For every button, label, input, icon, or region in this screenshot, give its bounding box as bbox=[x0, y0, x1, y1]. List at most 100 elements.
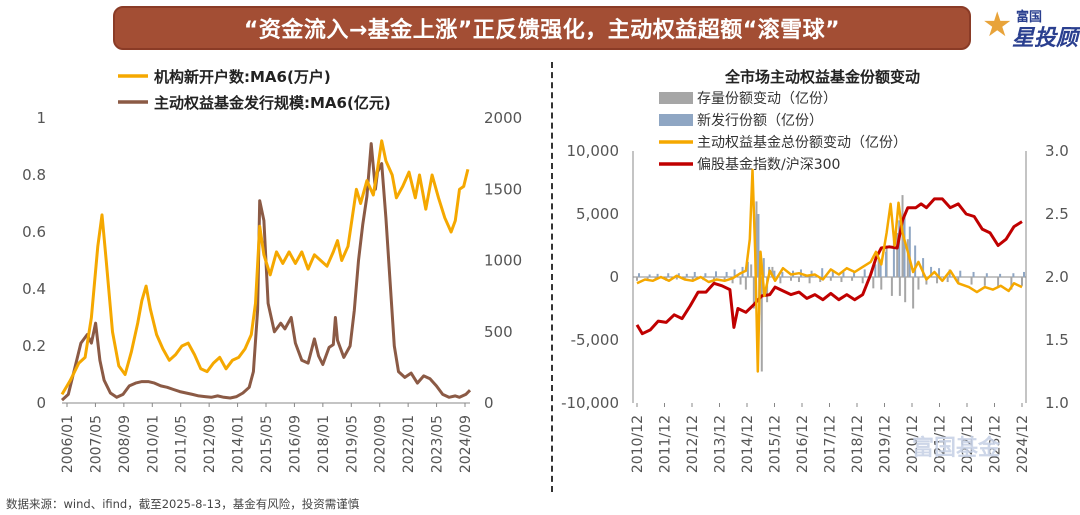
bar-new bbox=[638, 273, 640, 277]
series-line-accounts bbox=[60, 139, 470, 396]
bar-stock bbox=[997, 277, 1000, 288]
bar-stock bbox=[983, 277, 986, 286]
x-tick-label: 2020/09 bbox=[373, 415, 389, 473]
title-banner: “资金流入→基金上涨”正反馈强化，主动权益超额“滚雪球” bbox=[113, 6, 971, 50]
legend-label-stock: 存量份额变动（亿份） bbox=[697, 91, 837, 107]
bar-stock bbox=[912, 277, 915, 309]
bar-new bbox=[874, 264, 877, 277]
bar-new bbox=[972, 271, 975, 277]
bar-stock bbox=[750, 264, 753, 277]
bar-stock bbox=[819, 277, 822, 283]
bar-new bbox=[704, 273, 707, 277]
bar-new bbox=[879, 261, 882, 277]
right-y-tick: 1.5 bbox=[1045, 331, 1069, 349]
bar-new bbox=[762, 258, 765, 277]
right-y-tick: 1.0 bbox=[1045, 394, 1069, 412]
brand-logo: ★ 富国 星投顾 bbox=[982, 4, 1079, 51]
bar-new bbox=[831, 270, 834, 277]
bar-stock bbox=[840, 277, 843, 283]
bar-new bbox=[757, 214, 760, 277]
x-tick-label: 2024/12 bbox=[1015, 415, 1031, 473]
bar-new bbox=[648, 274, 651, 277]
series-line-issuance bbox=[60, 142, 472, 402]
x-tick-label: 2010/01 bbox=[145, 415, 161, 473]
bar-stock bbox=[970, 277, 973, 285]
bar-new bbox=[821, 268, 824, 277]
bar-new bbox=[1012, 273, 1015, 277]
right-y-tick: 1000 bbox=[484, 252, 522, 270]
bar-new bbox=[853, 270, 856, 277]
bar-new bbox=[656, 273, 659, 277]
bar-stock bbox=[691, 277, 694, 281]
x-tick-label: 2010/12 bbox=[630, 415, 646, 473]
x-tick-label: 2023/12 bbox=[988, 415, 1004, 473]
bar-stock bbox=[851, 277, 854, 281]
bar-new bbox=[930, 266, 933, 277]
bar-stock bbox=[1010, 277, 1013, 290]
x-tick-label: 2006/01 bbox=[60, 415, 76, 473]
bar-new bbox=[959, 270, 962, 277]
bar-stock bbox=[779, 277, 782, 284]
bar-new bbox=[773, 270, 776, 277]
chart-divider bbox=[551, 62, 553, 492]
left-y-tick: 0 bbox=[609, 268, 619, 286]
x-tick-label: 2017/12 bbox=[823, 415, 839, 473]
x-tick-label: 2016/09 bbox=[287, 415, 303, 473]
bar-new bbox=[903, 214, 906, 277]
x-tick-label: 2011/05 bbox=[174, 415, 190, 473]
bar-new bbox=[938, 268, 941, 277]
bar-new bbox=[922, 258, 925, 277]
x-tick-label: 2019/12 bbox=[878, 415, 894, 473]
legend-label-total: 主动权益基金总份额变动（亿份） bbox=[697, 134, 907, 151]
right-y-tick: 1500 bbox=[484, 180, 522, 198]
bar-stock bbox=[946, 277, 949, 283]
bar-new bbox=[898, 220, 901, 277]
bar-new bbox=[842, 271, 845, 277]
bar-new bbox=[693, 271, 696, 277]
bar-stock bbox=[890, 277, 893, 296]
left-y-tick: -10,000 bbox=[561, 394, 619, 412]
right-y-tick: 2000 bbox=[484, 109, 522, 127]
right-y-tick: 2.5 bbox=[1045, 205, 1069, 223]
bar-stock bbox=[739, 277, 742, 285]
legend-swatch-stock bbox=[659, 92, 693, 104]
right-y-tick: 2.0 bbox=[1045, 268, 1069, 286]
logo-line1: 富国 bbox=[1016, 10, 1043, 25]
x-tick-label: 2014/12 bbox=[740, 415, 756, 473]
left-y-tick: 5,000 bbox=[576, 205, 619, 223]
left-chart: 机构新开户数:MA6(万户) 主动权益基金发行规模:MA6(亿元) 0 0.2 0.4 0… bbox=[22, 68, 522, 473]
bar-stock bbox=[723, 277, 726, 281]
bar-stock bbox=[636, 277, 638, 281]
right-y-tick: 3.0 bbox=[1045, 142, 1069, 160]
x-tick-label: 2007/05 bbox=[88, 415, 104, 473]
left-y-tick: 10,000 bbox=[567, 142, 620, 160]
footer-source: 数据来源：wind、ifind，截至2025-8-13，基金有风险，投资需谨慎 bbox=[6, 497, 360, 511]
bar-new bbox=[863, 269, 866, 277]
x-tick-label: 2014/01 bbox=[231, 415, 247, 473]
left-y-tick: -5,000 bbox=[571, 331, 619, 349]
bar-stock bbox=[877, 258, 880, 277]
bar-stock bbox=[790, 277, 792, 281]
x-tick-label: 2016/12 bbox=[795, 415, 811, 473]
logo-line2: 星投顾 bbox=[1012, 26, 1079, 51]
right-y-tick: 500 bbox=[484, 323, 513, 341]
bar-new bbox=[715, 271, 717, 277]
x-tick-label: 2018/01 bbox=[316, 415, 332, 473]
bar-stock bbox=[766, 277, 769, 303]
bar-stock bbox=[797, 277, 800, 283]
right-y-tick: 0 bbox=[484, 394, 494, 412]
left-y-tick: 0.6 bbox=[22, 223, 46, 241]
bar-new bbox=[685, 273, 688, 277]
x-tick-label: 2012/12 bbox=[685, 415, 701, 473]
x-tick-label: 2022/01 bbox=[401, 415, 417, 473]
bar-new bbox=[884, 251, 887, 277]
bar-stock bbox=[872, 277, 875, 289]
star-icon: ★ bbox=[982, 5, 1013, 45]
bar-stock bbox=[760, 277, 763, 372]
bar-stock bbox=[744, 277, 747, 290]
x-tick-label: 2018/12 bbox=[850, 415, 866, 473]
legend-swatch-new bbox=[659, 114, 693, 126]
bar-stock bbox=[1021, 277, 1023, 286]
bar-new bbox=[677, 273, 680, 277]
